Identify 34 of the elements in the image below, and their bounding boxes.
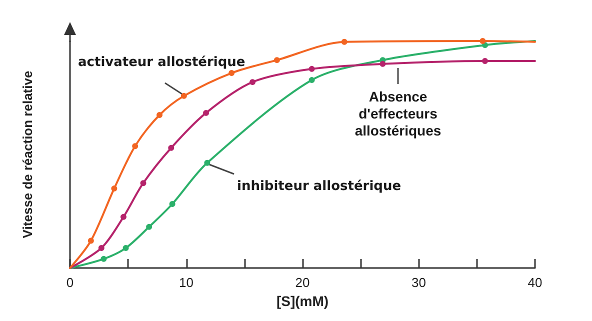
point [169,200,176,207]
point [146,224,152,230]
point [180,92,187,99]
point [274,57,280,64]
point [98,245,104,252]
series-label: activateur allostérique [78,55,246,70]
point [100,256,107,262]
text: inhibiteur allostérique [237,179,402,194]
point [380,60,386,67]
x-tick-label: 30 [412,275,426,290]
x-axis-title: [S](mM) [276,293,329,309]
x-tick-label: 0 [66,275,74,290]
point [250,79,256,86]
point [88,238,94,244]
point [308,66,315,72]
point [341,38,348,45]
point [111,186,118,192]
series-label: Absence d'effecteurs allostériques [354,88,442,138]
x-tick-label: 40 [528,275,542,290]
x-tick-label: 20 [295,275,310,290]
point [132,143,138,150]
point [140,180,146,186]
point [228,70,235,76]
point [168,144,174,151]
point [204,160,210,166]
x-tick-label: 10 [179,275,194,290]
point [308,77,315,84]
point [482,58,488,64]
point [203,110,210,116]
point [122,245,129,252]
y-axis-title: Vitesse de réaction relative [20,70,35,238]
point [480,38,486,44]
point [156,112,163,118]
point [120,214,126,220]
